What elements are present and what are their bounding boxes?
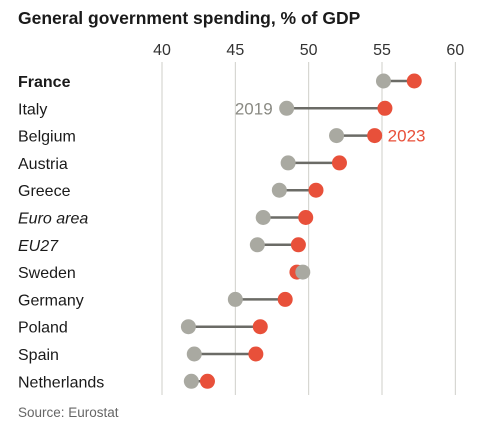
point-2019 [329,128,345,144]
row-germany: Germany [18,291,293,309]
category-label: Austria [18,156,68,173]
row-greece: Greece [18,182,324,200]
point-2023 [377,100,393,116]
point-2019 [183,373,199,389]
point-2019 [249,237,265,253]
category-label: Netherlands [18,374,104,391]
point-2023 [298,210,314,225]
point-2019 [295,264,311,280]
row-sweden: Sweden [18,264,311,282]
x-tick-label: 60 [446,42,464,59]
annotations: 2019 2023 [235,99,426,145]
category-label: Greece [18,183,71,200]
category-label: EU27 [18,238,59,255]
source-note: Source: Eurostat [18,405,119,420]
point-2019 [271,182,287,198]
x-tick-label: 45 [226,42,244,59]
gridlines [161,62,456,395]
point-2023 [308,182,324,198]
category-label: Euro area [18,211,88,228]
point-2023 [252,319,268,335]
row-eu27: EU27 [18,237,306,255]
category-label: Spain [18,347,59,364]
point-2019 [375,73,391,89]
point-2023 [277,291,293,307]
point-2023 [367,128,383,144]
x-tick-label: 40 [153,42,171,59]
row-poland: Poland [18,319,268,337]
category-label: Belgium [18,129,76,146]
point-2019 [255,210,271,225]
category-label: Italy [18,101,47,118]
point-2023 [331,155,347,171]
row-france: France [18,73,422,91]
point-2023 [199,373,215,389]
point-2019 [227,291,243,307]
annotation-2019: 2019 [235,99,273,118]
row-netherlands: Netherlands [18,373,215,391]
annotation-2023: 2023 [388,127,426,146]
x-tick-label: 55 [373,42,391,59]
row-austria: Austria [18,155,347,173]
row-euro-area: Euro area [18,210,314,228]
row-belgium: Belgium [18,128,383,146]
point-2023 [248,346,264,362]
chart-title: General government spending, % of GDP [18,8,361,28]
category-label: Sweden [18,265,76,282]
x-tick-labels: 40 45 50 55 60 [153,42,464,59]
row-italy: Italy [18,100,393,118]
point-2023 [406,73,422,89]
point-2019 [186,346,202,362]
point-2019 [279,100,295,116]
category-label: Germany [18,292,84,309]
x-tick-label: 50 [300,42,318,59]
point-2019 [280,155,296,171]
point-2023 [290,237,306,253]
row-spain: Spain [18,346,264,364]
point-2019 [180,319,196,335]
category-label: Poland [18,320,68,337]
data-rows: France Italy Belgium Austria Greece Euro area… [18,73,422,391]
category-label: France [18,74,71,91]
